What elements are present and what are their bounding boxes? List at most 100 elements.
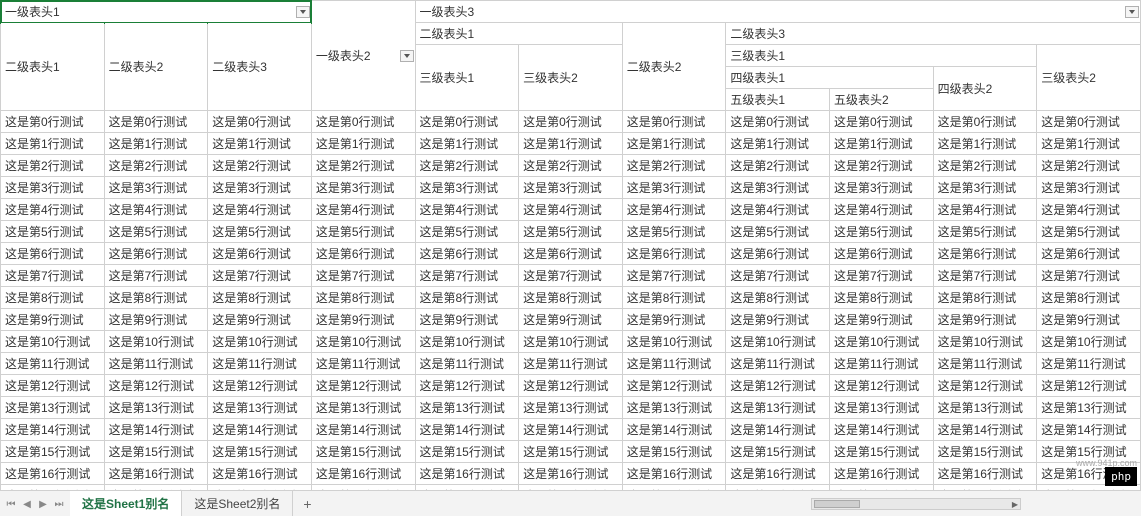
table-cell[interactable]: 这是第1行测试 — [726, 133, 830, 155]
table-cell[interactable]: 这是第3行测试 — [1, 177, 105, 199]
table-cell[interactable]: 这是第10行测试 — [208, 331, 312, 353]
table-cell[interactable]: 这是第4行测试 — [622, 199, 726, 221]
table-cell[interactable]: 这是第5行测试 — [519, 221, 623, 243]
table-cell[interactable]: 这是第5行测试 — [622, 221, 726, 243]
add-sheet-button[interactable]: + — [293, 492, 321, 516]
table-cell[interactable]: 这是第10行测试 — [104, 331, 208, 353]
table-cell[interactable]: 这是第13行测试 — [415, 397, 519, 419]
table-cell[interactable]: 这是第13行测试 — [208, 397, 312, 419]
table-cell[interactable]: 这是第14行测试 — [726, 419, 830, 441]
table-cell[interactable]: 这是第16行测试 — [726, 463, 830, 485]
table-cell[interactable]: 这是第1行测试 — [622, 133, 726, 155]
table-cell[interactable]: 这是第0行测试 — [1037, 111, 1141, 133]
table-cell[interactable]: 这是第5行测试 — [1, 221, 105, 243]
table-cell[interactable]: 这是第13行测试 — [933, 397, 1037, 419]
table-cell[interactable]: 这是第9行测试 — [622, 309, 726, 331]
table-cell[interactable]: 这是第5行测试 — [830, 221, 934, 243]
sheet-tab-2[interactable]: 这是Sheet2别名 — [182, 491, 293, 516]
table-cell[interactable]: 这是第0行测试 — [415, 111, 519, 133]
table-cell[interactable]: 这是第0行测试 — [104, 111, 208, 133]
table-cell[interactable]: 这是第8行测试 — [415, 287, 519, 309]
table-cell[interactable]: 这是第2行测试 — [622, 155, 726, 177]
table-cell[interactable]: 这是第1行测试 — [1, 133, 105, 155]
table-cell[interactable]: 这是第8行测试 — [933, 287, 1037, 309]
table-cell[interactable]: 这是第5行测试 — [726, 221, 830, 243]
table-cell[interactable]: 这是第9行测试 — [1037, 309, 1141, 331]
table-cell[interactable]: 这是第7行测试 — [519, 265, 623, 287]
header-level3-2b[interactable]: 三级表头2 — [1037, 45, 1141, 111]
table-cell[interactable]: 这是第7行测试 — [208, 265, 312, 287]
table-cell[interactable]: 这是第12行测试 — [830, 375, 934, 397]
table-cell[interactable]: 这是第0行测试 — [726, 111, 830, 133]
table-cell[interactable]: 这是第6行测试 — [519, 243, 623, 265]
table-cell[interactable]: 这是第9行测试 — [830, 309, 934, 331]
table-cell[interactable]: 这是第12行测试 — [519, 375, 623, 397]
table-cell[interactable]: 这是第1行测试 — [830, 133, 934, 155]
table-cell[interactable]: 这是第10行测试 — [415, 331, 519, 353]
table-cell[interactable]: 这是第8行测试 — [104, 287, 208, 309]
table-cell[interactable]: 这是第16行测试 — [208, 463, 312, 485]
table-cell[interactable]: 这是第3行测试 — [830, 177, 934, 199]
table-cell[interactable]: 这是第16行测试 — [311, 463, 415, 485]
table-cell[interactable]: 这是第8行测试 — [519, 287, 623, 309]
table-cell[interactable]: 这是第14行测试 — [830, 419, 934, 441]
table-cell[interactable]: 这是第2行测试 — [519, 155, 623, 177]
table-cell[interactable]: 这是第7行测试 — [1, 265, 105, 287]
table-cell[interactable]: 这是第12行测试 — [1037, 375, 1141, 397]
table-cell[interactable]: 这是第3行测试 — [104, 177, 208, 199]
table-cell[interactable]: 这是第3行测试 — [208, 177, 312, 199]
table-cell[interactable]: 这是第14行测试 — [622, 419, 726, 441]
table-cell[interactable]: 这是第9行测试 — [104, 309, 208, 331]
table-cell[interactable]: 这是第13行测试 — [104, 397, 208, 419]
table-cell[interactable]: 这是第5行测试 — [104, 221, 208, 243]
table-cell[interactable]: 这是第3行测试 — [415, 177, 519, 199]
table-cell[interactable]: 这是第15行测试 — [208, 441, 312, 463]
table-cell[interactable]: 这是第4行测试 — [1037, 199, 1141, 221]
table-cell[interactable]: 这是第11行测试 — [519, 353, 623, 375]
table-cell[interactable]: 这是第12行测试 — [933, 375, 1037, 397]
table-cell[interactable]: 这是第16行测试 — [933, 463, 1037, 485]
table-cell[interactable]: 这是第2行测试 — [726, 155, 830, 177]
table-cell[interactable]: 这是第13行测试 — [726, 397, 830, 419]
table-cell[interactable]: 这是第1行测试 — [208, 133, 312, 155]
table-cell[interactable]: 这是第9行测试 — [933, 309, 1037, 331]
sheet-tab-1[interactable]: 这是Sheet1别名 — [70, 490, 182, 516]
table-cell[interactable]: 这是第5行测试 — [208, 221, 312, 243]
table-cell[interactable]: 这是第11行测试 — [830, 353, 934, 375]
table-cell[interactable]: 这是第8行测试 — [208, 287, 312, 309]
table-cell[interactable]: 这是第16行测试 — [519, 463, 623, 485]
header-level1-2[interactable]: 一级表头2 — [311, 1, 415, 111]
header-level5-1[interactable]: 五级表头1 — [726, 89, 830, 111]
table-cell[interactable]: 这是第7行测试 — [726, 265, 830, 287]
filter-dropdown-icon[interactable] — [1125, 6, 1139, 18]
table-cell[interactable]: 这是第10行测试 — [726, 331, 830, 353]
table-cell[interactable]: 这是第2行测试 — [208, 155, 312, 177]
table-cell[interactable]: 这是第5行测试 — [311, 221, 415, 243]
table-cell[interactable]: 这是第14行测试 — [1037, 419, 1141, 441]
table-cell[interactable]: 这是第15行测试 — [519, 441, 623, 463]
table-cell[interactable]: 这是第4行测试 — [208, 199, 312, 221]
horizontal-scrollbar[interactable]: ◀ ▶ — [811, 498, 1021, 510]
table-cell[interactable]: 这是第9行测试 — [1, 309, 105, 331]
table-cell[interactable]: 这是第2行测试 — [1, 155, 105, 177]
filter-dropdown-icon[interactable] — [296, 6, 310, 18]
table-cell[interactable]: 这是第4行测试 — [311, 199, 415, 221]
table-cell[interactable]: 这是第4行测试 — [519, 199, 623, 221]
table-cell[interactable]: 这是第3行测试 — [519, 177, 623, 199]
table-cell[interactable]: 这是第4行测试 — [415, 199, 519, 221]
table-cell[interactable]: 这是第13行测试 — [1, 397, 105, 419]
table-cell[interactable]: 这是第5行测试 — [1037, 221, 1141, 243]
table-cell[interactable]: 这是第16行测试 — [1, 463, 105, 485]
header-level4-1[interactable]: 四级表头1 — [726, 67, 933, 89]
table-cell[interactable]: 这是第9行测试 — [415, 309, 519, 331]
header-level1-3[interactable]: 一级表头3 — [415, 1, 1141, 23]
table-cell[interactable]: 这是第6行测试 — [622, 243, 726, 265]
header-level2-2[interactable]: 二级表头2 — [104, 23, 208, 111]
table-cell[interactable]: 这是第1行测试 — [415, 133, 519, 155]
table-cell[interactable]: 这是第1行测试 — [1037, 133, 1141, 155]
table-cell[interactable]: 这是第16行测试 — [622, 463, 726, 485]
table-cell[interactable]: 这是第10行测试 — [933, 331, 1037, 353]
header-level2-3b[interactable]: 二级表头3 — [726, 23, 1141, 45]
table-cell[interactable]: 这是第5行测试 — [415, 221, 519, 243]
tab-nav-prev-icon[interactable]: ◀ — [20, 495, 34, 513]
